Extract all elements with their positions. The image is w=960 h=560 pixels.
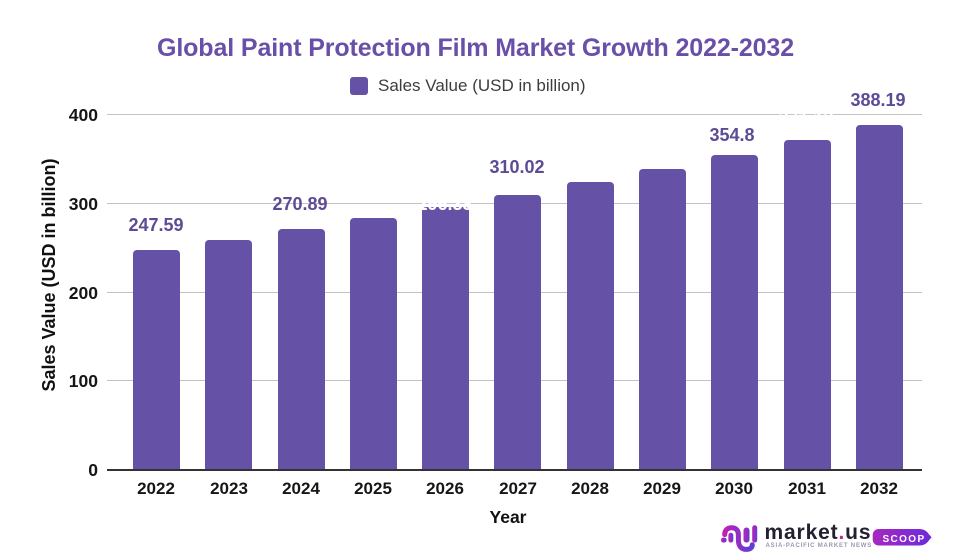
svg-text:SCOOP: SCOOP (882, 534, 925, 545)
